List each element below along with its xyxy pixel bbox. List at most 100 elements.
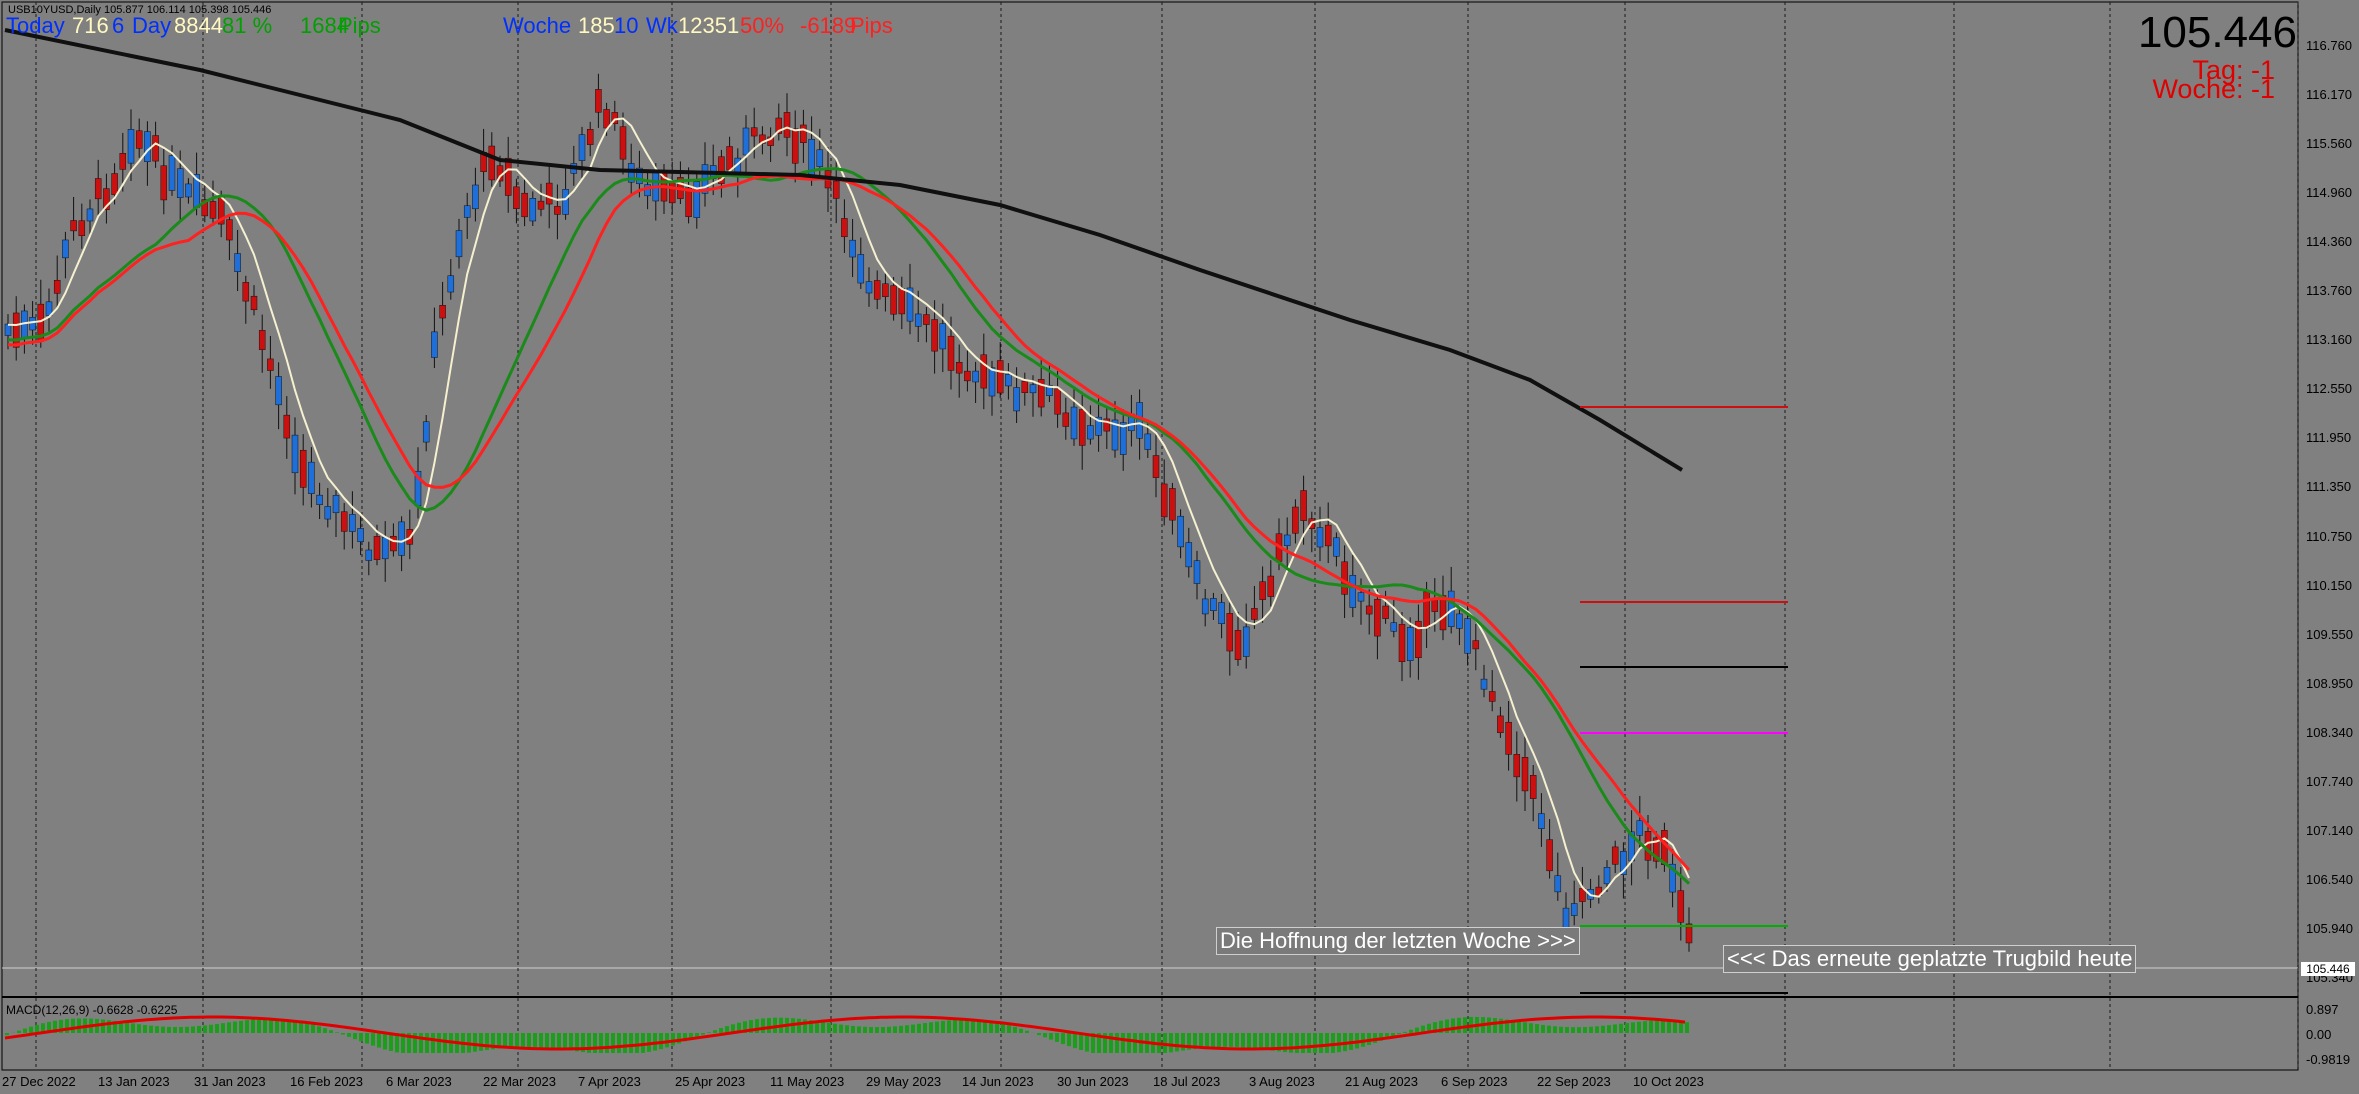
macd-bar (899, 1025, 903, 1033)
macd-bar (137, 1024, 141, 1033)
candle-body (1169, 488, 1176, 521)
candle-body (791, 128, 799, 164)
macd-bar (335, 1032, 339, 1033)
macd-bar (917, 1023, 921, 1033)
candle-body (939, 323, 947, 350)
macd-bar (401, 1033, 405, 1053)
candle-body (1644, 830, 1652, 861)
macd-bar (299, 1021, 303, 1033)
candle-body (726, 146, 733, 171)
candle-body (267, 358, 274, 371)
macd-bar (185, 1026, 189, 1033)
time-axis-label: 25 Apr 2023 (675, 1074, 746, 1089)
tag-counter: Tag: -1 (2192, 55, 2275, 85)
macd-bar (65, 1019, 69, 1033)
candle-body (800, 124, 807, 143)
candle-body (472, 184, 479, 210)
day-value: 8844 (174, 13, 223, 38)
price-axis-label: 106.540 (2306, 871, 2353, 887)
woche-value-2: 10 (614, 13, 639, 38)
macd-bar (173, 1026, 177, 1033)
time-axis-label: 22 Sep 2023 (1537, 1074, 1611, 1089)
candle-body (1029, 384, 1037, 394)
macd-bar (1259, 1033, 1263, 1050)
day-pips-label: Pips (338, 13, 381, 38)
candle-body (390, 535, 397, 552)
time-axis-label: 27 Dec 2022 (2, 1074, 76, 1089)
candle-body (1300, 490, 1307, 521)
candle-body (447, 275, 455, 293)
candle-body (849, 239, 856, 258)
price-axis-label: 114.960 (2306, 185, 2353, 201)
candle-body (1488, 691, 1496, 702)
current-price-tag: 105.446 (2301, 962, 2355, 976)
macd-bar (1661, 1020, 1665, 1033)
macd-bar (1277, 1033, 1281, 1052)
macd-bar (1229, 1033, 1233, 1047)
candle-body (1054, 388, 1061, 415)
macd-bar (767, 1017, 771, 1033)
macd-bar (1553, 1026, 1557, 1033)
candle-body (308, 461, 315, 494)
candle-body (906, 287, 914, 322)
candle-body (923, 314, 930, 325)
candle-body (1070, 406, 1078, 440)
macd-bar (809, 1020, 813, 1033)
candle-body (529, 198, 537, 222)
macd-bar (749, 1020, 753, 1033)
candle-body (857, 254, 865, 284)
candle-body (12, 312, 20, 348)
candle-body (1349, 575, 1357, 608)
macd-bar (407, 1033, 411, 1053)
macd-bar (119, 1021, 123, 1033)
candle-body (185, 183, 192, 198)
candle-body (1201, 598, 1209, 615)
candle-body (1505, 721, 1512, 755)
candle-body (1382, 605, 1389, 619)
macd-bar (1619, 1023, 1623, 1033)
woche-label: Woche (503, 13, 572, 38)
annotation-burst-illusion-today[interactable]: <<< Das erneute geplatzte Trugbild heute (1723, 945, 2137, 973)
macd-bar (1019, 1028, 1023, 1033)
candle-body (86, 208, 94, 222)
time-axis-label: 18 Jul 2023 (1153, 1074, 1221, 1089)
macd-bar (995, 1022, 999, 1033)
macd-bar (1547, 1025, 1551, 1033)
wk-value: 12351 (678, 13, 740, 38)
macd-bar (1205, 1033, 1209, 1048)
macd-bar (1403, 1031, 1407, 1033)
macd-bar (821, 1021, 825, 1033)
candle-body (1103, 418, 1111, 432)
macd-bar (923, 1023, 927, 1033)
candle-body (29, 317, 36, 331)
macd-bar (1079, 1033, 1083, 1050)
macd-bar (1109, 1033, 1113, 1053)
candle-body (1529, 775, 1537, 799)
macd-bar (1601, 1025, 1605, 1033)
macd-bar (1631, 1022, 1635, 1033)
macd-bar (143, 1024, 147, 1033)
macd-bar (245, 1020, 249, 1033)
macd-bar (221, 1023, 225, 1033)
macd-bar (1295, 1033, 1299, 1053)
candle-body (340, 511, 348, 532)
candle-body (619, 126, 627, 160)
macd-bar (191, 1026, 195, 1033)
macd-bar (893, 1026, 897, 1033)
macd-bar (1067, 1033, 1071, 1047)
macd-bar (1121, 1033, 1125, 1053)
candle-body (455, 230, 463, 258)
macd-bar (1097, 1033, 1101, 1053)
macd-bar (41, 1023, 45, 1033)
candle-body (119, 153, 127, 170)
macd-bar (1007, 1025, 1011, 1033)
candle-body (767, 136, 774, 146)
candle-body (242, 282, 250, 302)
candle-body (545, 182, 553, 205)
candle-body (62, 239, 69, 259)
macd-bar (503, 1033, 507, 1048)
wk-label: Wk (646, 13, 678, 38)
candle-body (439, 305, 446, 319)
annotation-last-week-hope[interactable]: Die Hoffnung der letzten Woche >>> (1216, 927, 1580, 955)
